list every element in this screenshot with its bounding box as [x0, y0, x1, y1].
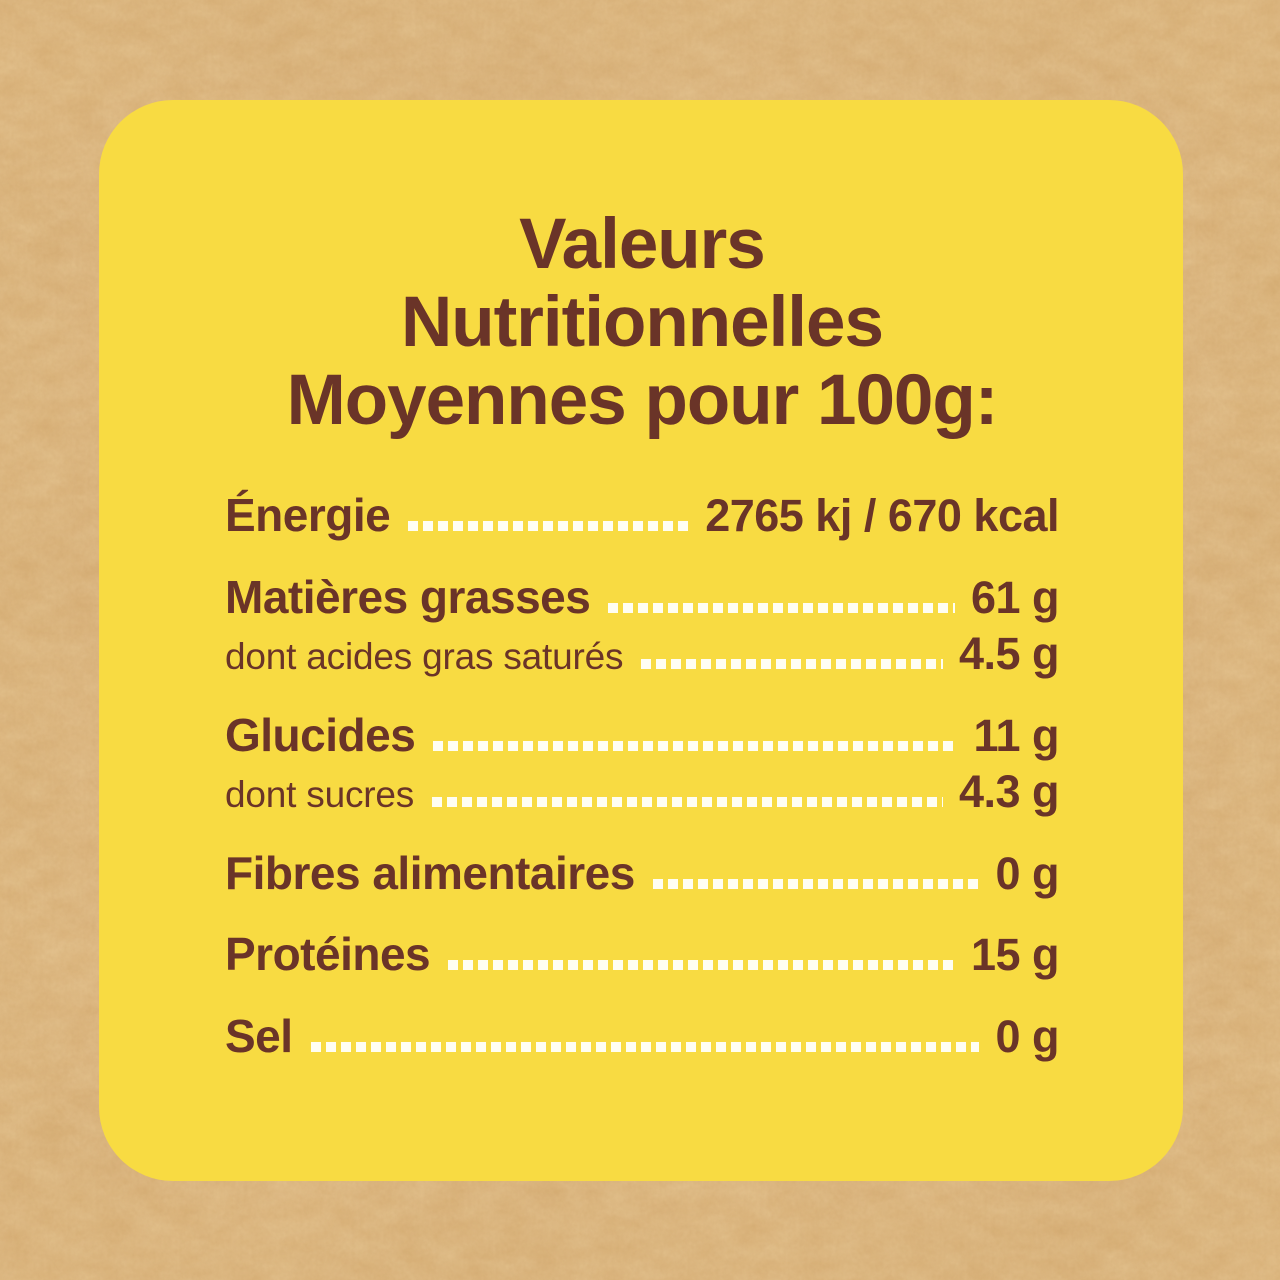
nutrition-row: Glucides 11 g	[225, 710, 1059, 761]
nutrition-row: Fibres alimentaires 0 g	[225, 848, 1059, 899]
row-value: 2765 kj / 670 kcal	[705, 490, 1059, 541]
nutrition-row: Sel 0 g	[225, 1011, 1059, 1062]
row-label: dont sucres	[225, 774, 415, 816]
dotted-leader	[408, 521, 690, 531]
nutrition-row: dont acides gras saturés 4.5 g	[225, 628, 1060, 680]
row-value: 15 g	[970, 929, 1060, 981]
row-value: 0 g	[995, 847, 1059, 899]
nutrition-row: dont sucres 4.3 g	[225, 766, 1060, 818]
nutrition-row: Énergie 2765 kj / 670 kcal	[225, 490, 1059, 541]
title-line-3: Moyennes pour 100g:	[286, 361, 999, 440]
row-value: 4.3 g	[958, 766, 1060, 818]
row-label: Matières grasses	[225, 570, 591, 623]
row-value: 4.5 g	[958, 628, 1060, 680]
dotted-leader	[641, 659, 943, 670]
row-label: Protéines	[225, 928, 431, 981]
dotted-leader	[310, 1041, 980, 1052]
row-label: Glucides	[225, 708, 416, 761]
nutrition-label-card: Valeurs Nutritionnelles Moyennes pour 10…	[99, 100, 1183, 1181]
dotted-leader	[448, 960, 955, 971]
row-value: 11 g	[973, 709, 1059, 761]
title-line-1: Valeurs	[519, 205, 766, 284]
row-value: 61 g	[970, 571, 1060, 623]
dotted-leader	[608, 602, 955, 613]
row-value: 0 g	[995, 1010, 1059, 1062]
nutrition-row: Matières grasses 61 g	[225, 570, 1060, 623]
dotted-leader	[652, 878, 980, 889]
row-label: Sel	[225, 1009, 293, 1062]
nutrition-row: Protéines 15 g	[225, 928, 1060, 981]
nutrition-rows: Énergie 2765 kj / 670 kcal Matières gras…	[225, 490, 1060, 1062]
dotted-leader	[432, 797, 943, 808]
row-label: Fibres alimentaires	[225, 846, 635, 899]
nutrition-title: Valeurs Nutritionnelles Moyennes pour 10…	[225, 206, 1059, 440]
dotted-leader	[433, 740, 958, 751]
title-line-2: Nutritionnelles	[400, 283, 884, 362]
row-label: dont acides gras saturés	[225, 636, 624, 678]
row-label: Énergie	[225, 489, 391, 541]
